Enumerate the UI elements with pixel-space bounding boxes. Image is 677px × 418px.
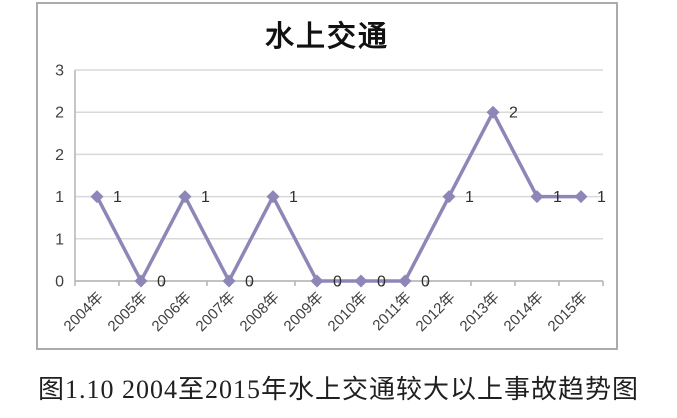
data-point-marker (178, 190, 192, 204)
x-tick-label: 2007年 (193, 289, 239, 335)
data-label: 0 (421, 274, 430, 291)
data-point-marker (574, 190, 588, 204)
x-tick-label: 2010年 (325, 289, 371, 335)
x-tick-label: 2015年 (545, 289, 591, 335)
x-tick-label: 2009年 (281, 289, 327, 335)
data-label: 1 (289, 189, 298, 206)
x-tick-label: 2006年 (149, 289, 195, 335)
data-point-marker (398, 274, 412, 288)
chart-frame: 水上交通 (36, 2, 618, 350)
data-point-marker (354, 274, 368, 288)
data-point-marker (310, 274, 324, 288)
data-label: 1 (597, 189, 606, 206)
figure-caption: 图1.10 2004至2015年水上交通较大以上事故趋势图 (37, 375, 639, 404)
data-point-marker (222, 274, 236, 288)
x-tick-label: 2011年 (369, 289, 414, 334)
data-point-marker (266, 190, 280, 204)
y-tick-label: 1 (55, 231, 64, 248)
data-label: 0 (377, 274, 386, 291)
data-point-marker (134, 274, 148, 288)
y-tick-label: 0 (55, 274, 64, 291)
x-tick-label: 2014年 (501, 289, 547, 335)
data-label: 0 (245, 274, 254, 291)
data-label: 1 (553, 189, 562, 206)
data-label: 0 (157, 274, 166, 291)
y-tick-label: 1 (55, 189, 64, 206)
data-label: 1 (465, 189, 474, 206)
data-label: 2 (509, 105, 518, 122)
data-series-line (95, 110, 583, 283)
data-label: 0 (333, 274, 342, 291)
data-label: 1 (113, 189, 122, 206)
data-point-marker (486, 105, 500, 119)
x-tick-label: 2005年 (105, 289, 151, 335)
chart-title: 水上交通 (264, 21, 389, 53)
y-tick-label: 2 (55, 147, 64, 164)
x-tick-label: 2013年 (457, 289, 503, 335)
data-point-marker (90, 190, 104, 204)
data-label: 1 (201, 189, 210, 206)
x-tick-label: 2004年 (61, 289, 107, 335)
x-tick-label: 2008年 (237, 289, 283, 335)
data-point-marker (530, 190, 544, 204)
x-tick-label: 2012年 (413, 289, 459, 335)
y-tick-label: 3 (55, 63, 64, 80)
data-point-marker (442, 190, 456, 204)
y-tick-label: 2 (55, 105, 64, 122)
